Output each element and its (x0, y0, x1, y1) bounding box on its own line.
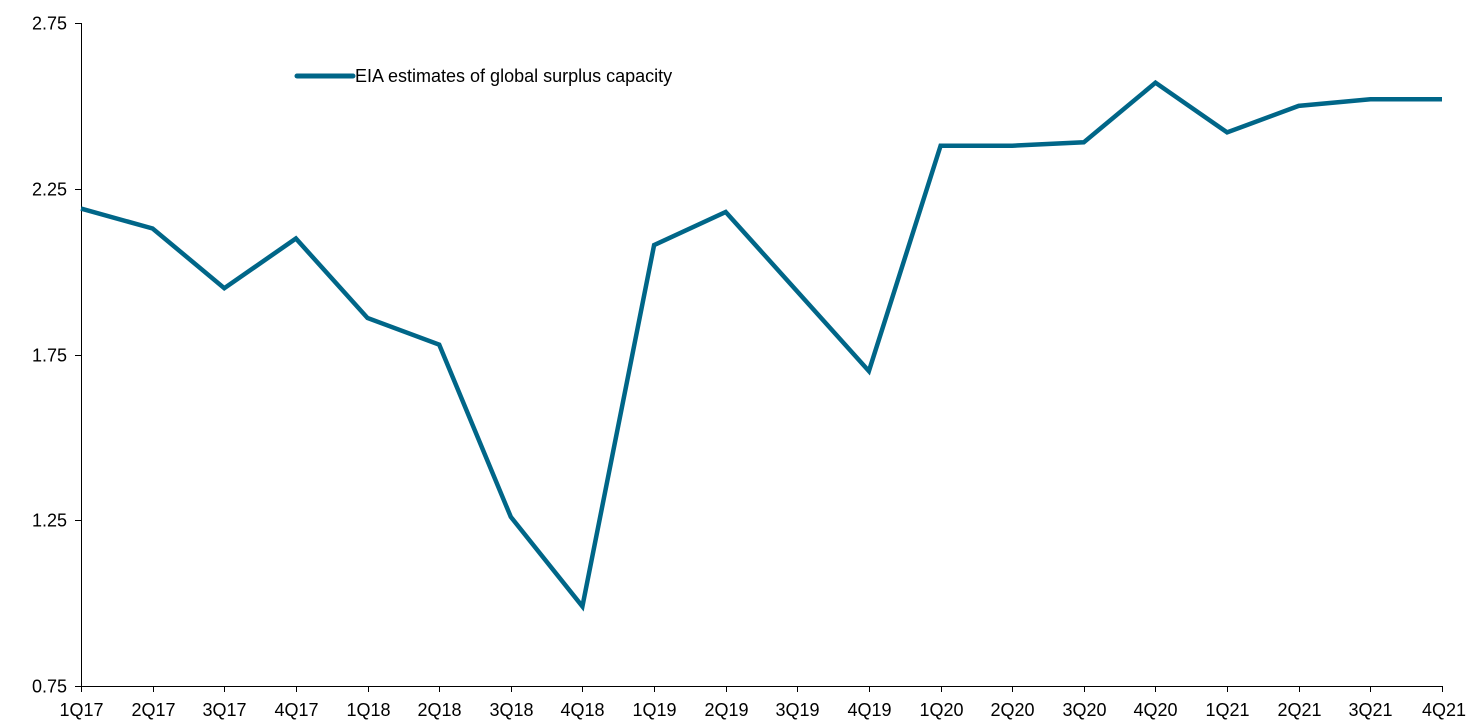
x-tick-label: 4Q19 (847, 700, 891, 720)
x-tick-label: 3Q20 (1062, 700, 1106, 720)
y-tick-label: 1.75 (32, 346, 67, 366)
x-tick-label: 3Q18 (489, 700, 533, 720)
x-tick-label: 2Q21 (1277, 700, 1321, 720)
x-tick-label: 1Q18 (346, 700, 390, 720)
series-line-0 (80, 79, 1442, 612)
x-tick-label: 4Q18 (560, 700, 604, 720)
legend: EIA estimates of global surplus capacity (294, 66, 672, 86)
x-tick-label: 4Q20 (1133, 700, 1177, 720)
x-tick-label: 1Q21 (1205, 700, 1249, 720)
y-tick-label: 2.75 (32, 14, 67, 34)
y-axis: 0.75 1.25 1.75 2.25 2.75 (32, 14, 82, 697)
y-tick-label: 0.75 (32, 677, 67, 697)
x-tick-label: 2Q19 (704, 700, 748, 720)
series-layer (80, 79, 1442, 612)
legend-label: EIA estimates of global surplus capacity (355, 66, 672, 86)
x-tick-label: 2Q18 (417, 700, 461, 720)
x-tick-label: 3Q17 (202, 700, 246, 720)
x-tick-label: 1Q20 (919, 700, 963, 720)
x-axis: 1Q17 2Q17 3Q17 4Q17 1Q18 2Q18 3Q18 4Q18 1Q19 2Q19… (59, 686, 1466, 720)
x-tick-label: 1Q17 (59, 700, 103, 720)
x-tick-label: 3Q21 (1348, 700, 1392, 720)
x-tick-label: 2Q17 (131, 700, 175, 720)
x-tick-label: 3Q19 (775, 700, 819, 720)
x-tick-label: 1Q19 (632, 700, 676, 720)
x-tick-label: 4Q21 (1422, 700, 1466, 720)
y-tick-label: 1.25 (32, 511, 67, 531)
x-tick-label: 4Q17 (274, 700, 318, 720)
x-tick-label: 2Q20 (990, 700, 1034, 720)
y-tick-label: 2.25 (32, 180, 67, 200)
